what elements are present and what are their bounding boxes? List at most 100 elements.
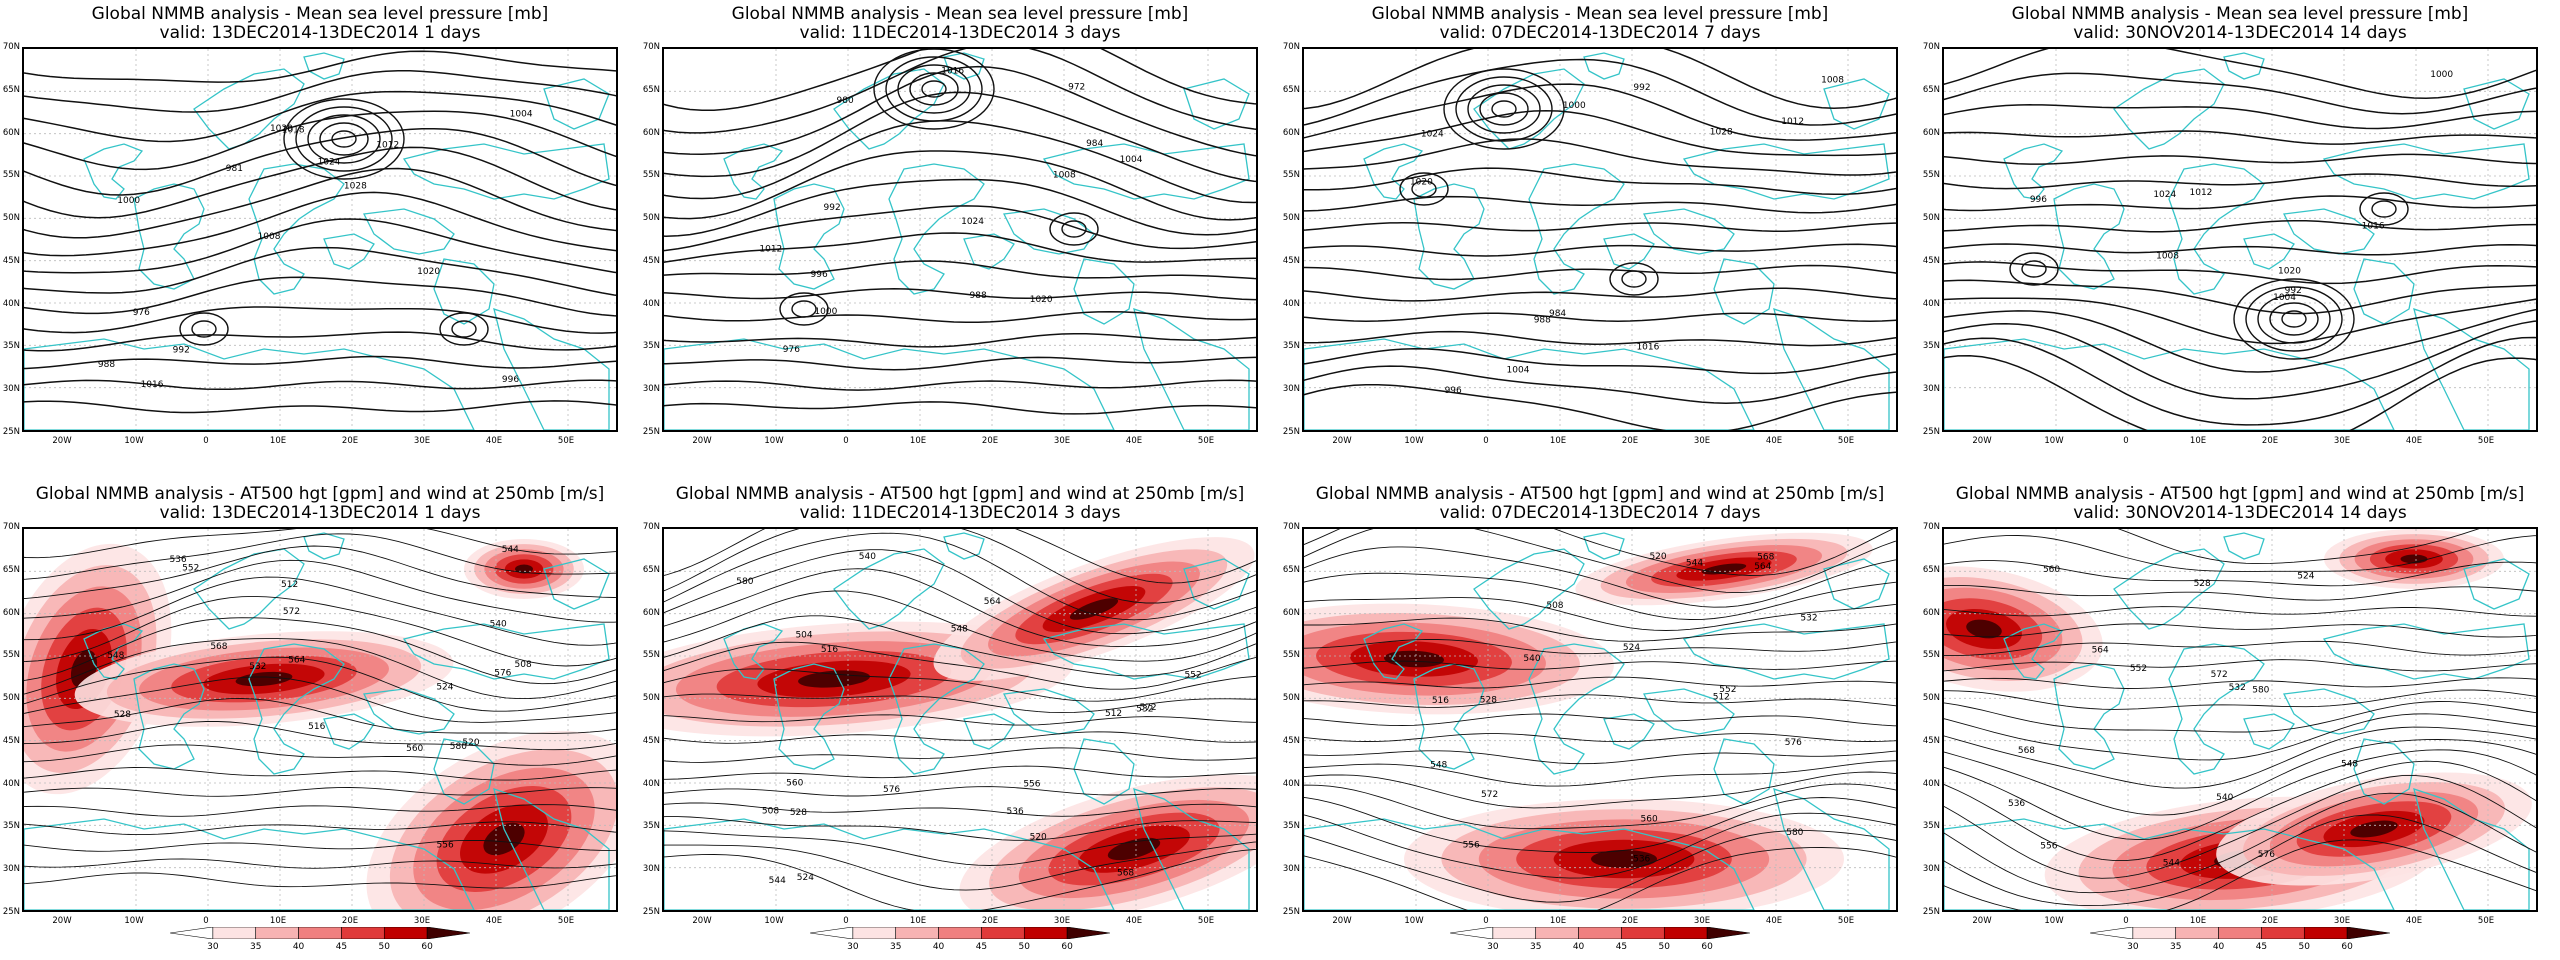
at500-panel: Global NMMB analysis - AT500 hgt [gpm] a…	[1920, 480, 2560, 960]
coastline	[723, 143, 784, 200]
latitude-label: 40N	[642, 778, 660, 789]
contour-label: 540	[1523, 654, 1540, 664]
contour-line	[1304, 546, 1896, 608]
map-canvas: 996 1000 1004 1008 1012 1016 1020 1024 976 981 988…	[24, 49, 616, 430]
map-frame: 996 1000 1004 1008 1012 1016 1020 1024 976 981 988…	[22, 47, 618, 432]
contour-line	[24, 804, 616, 817]
colorbar-swatch	[895, 927, 939, 939]
contour-line	[24, 698, 616, 734]
wind-shading	[1944, 529, 2532, 910]
wind-speed-area	[2350, 820, 2398, 838]
panel-title: Global NMMB analysis - AT500 hgt [gpm] a…	[0, 485, 640, 523]
contour-line	[664, 288, 1256, 301]
contour-loop	[909, 72, 959, 106]
coastline	[2413, 788, 2530, 910]
colorbar-tick-label: 45	[975, 942, 988, 952]
coastline	[2353, 738, 2415, 805]
contour-line	[1304, 347, 1896, 375]
contour-line	[664, 401, 1256, 415]
contour-line	[24, 617, 616, 685]
panel-title-main: Global NMMB analysis - AT500 hgt [gpm] a…	[1315, 484, 1885, 504]
longitude-label: 30E	[1693, 916, 1711, 926]
longitude-label: 10W	[124, 436, 144, 446]
coastlines	[664, 532, 1250, 910]
contour-loop	[1399, 172, 1449, 206]
contour-label: 1028	[344, 182, 367, 192]
contour-label: 1016	[1636, 342, 1659, 352]
longitude-label: 10W	[1404, 916, 1424, 926]
longitude-label: 10E	[2189, 916, 2207, 926]
coastline	[963, 713, 1015, 750]
contour-label: 976	[133, 308, 150, 318]
colorbar-swatch	[1492, 927, 1537, 939]
coastline	[493, 788, 610, 910]
contour-line	[1944, 535, 2536, 572]
contour-label: 580	[450, 742, 467, 752]
contour-line	[664, 529, 1256, 604]
contour-line	[24, 331, 616, 352]
contour-label: 1008	[258, 232, 281, 242]
contour-label: 556	[2040, 842, 2057, 852]
contour-label: 1020	[417, 267, 440, 277]
colorbar-tick-label: 50	[1658, 942, 1671, 952]
contour-label: 580	[736, 577, 753, 587]
longitude-label: 20E	[341, 916, 359, 926]
contour-label: 564	[2092, 645, 2109, 655]
colorbar	[2090, 927, 2390, 939]
colorbar-tick-label: 60	[2341, 942, 2353, 952]
coastlines	[1944, 532, 2530, 910]
latitude-label: 25N	[1922, 907, 1940, 917]
coastline	[664, 818, 1115, 910]
coastline	[1643, 208, 1735, 255]
latitude-label: 60N	[642, 127, 660, 138]
contour-label: 1000	[117, 196, 140, 206]
contour-line	[1304, 58, 1896, 126]
longitude-label: 30E	[2333, 436, 2351, 446]
latitude-label: 70N	[2, 522, 20, 532]
map-frame: 976 972 980 984 988 992 996 1000 1004 1008 1012 101…	[662, 47, 1258, 432]
contour-loop	[2245, 286, 2343, 352]
contour-line	[24, 306, 616, 334]
contour-label: 572	[2211, 670, 2228, 680]
contour-line	[664, 714, 1256, 726]
contour-label: 984	[1549, 309, 1566, 319]
coastline	[363, 208, 455, 255]
contour-label: 1000	[1563, 101, 1586, 111]
contour-line	[1304, 167, 1896, 196]
contour-line	[664, 49, 1256, 112]
coastline	[1304, 818, 1755, 910]
longitude-label: 40E	[1765, 916, 1783, 926]
contour-line	[1304, 222, 1896, 232]
contour-label: 992	[173, 346, 190, 356]
contour-line	[1304, 383, 1896, 430]
colorbar-swatch	[1023, 927, 1068, 939]
latitude-label: 40N	[1922, 778, 1940, 789]
longitude-label: 30E	[1053, 916, 1071, 926]
contour-label: 996	[2030, 195, 2047, 205]
latitude-label: 40N	[1922, 298, 1940, 309]
contour-label: 576	[883, 785, 900, 795]
contour-line	[24, 146, 616, 219]
colorbar-labels: 30 35 40 45 50 60	[1450, 942, 1750, 954]
contour-label: 1012	[1781, 117, 1804, 127]
contour-line	[664, 150, 1256, 221]
colorbar-swatches	[170, 927, 470, 939]
panel-title-valid: valid: 07DEC2014-13DEC2014 7 days	[1439, 503, 1761, 523]
coastline	[493, 308, 610, 430]
longitude-label: 0	[843, 436, 849, 446]
longitude-label: 20W	[1332, 436, 1352, 446]
longitude-label: 20E	[2261, 916, 2279, 926]
colorbar-swatch	[298, 927, 342, 939]
contour-label: 560	[406, 744, 423, 754]
latitude-label: 70N	[1282, 42, 1300, 52]
contour-line	[1304, 529, 1894, 576]
contour-label: 536	[1633, 854, 1650, 864]
latitude-label: 30N	[1282, 864, 1300, 875]
contour-label: 504	[795, 630, 812, 640]
contour-line	[1304, 733, 1896, 743]
contour-label: 572	[1481, 790, 1498, 800]
colorbar-tick-label: 30	[1487, 942, 1499, 952]
colorbar-labels: 30 35 40 45 50 60	[810, 942, 1110, 954]
longitude-label: 50E	[2477, 436, 2495, 446]
contour-loop	[921, 80, 947, 98]
